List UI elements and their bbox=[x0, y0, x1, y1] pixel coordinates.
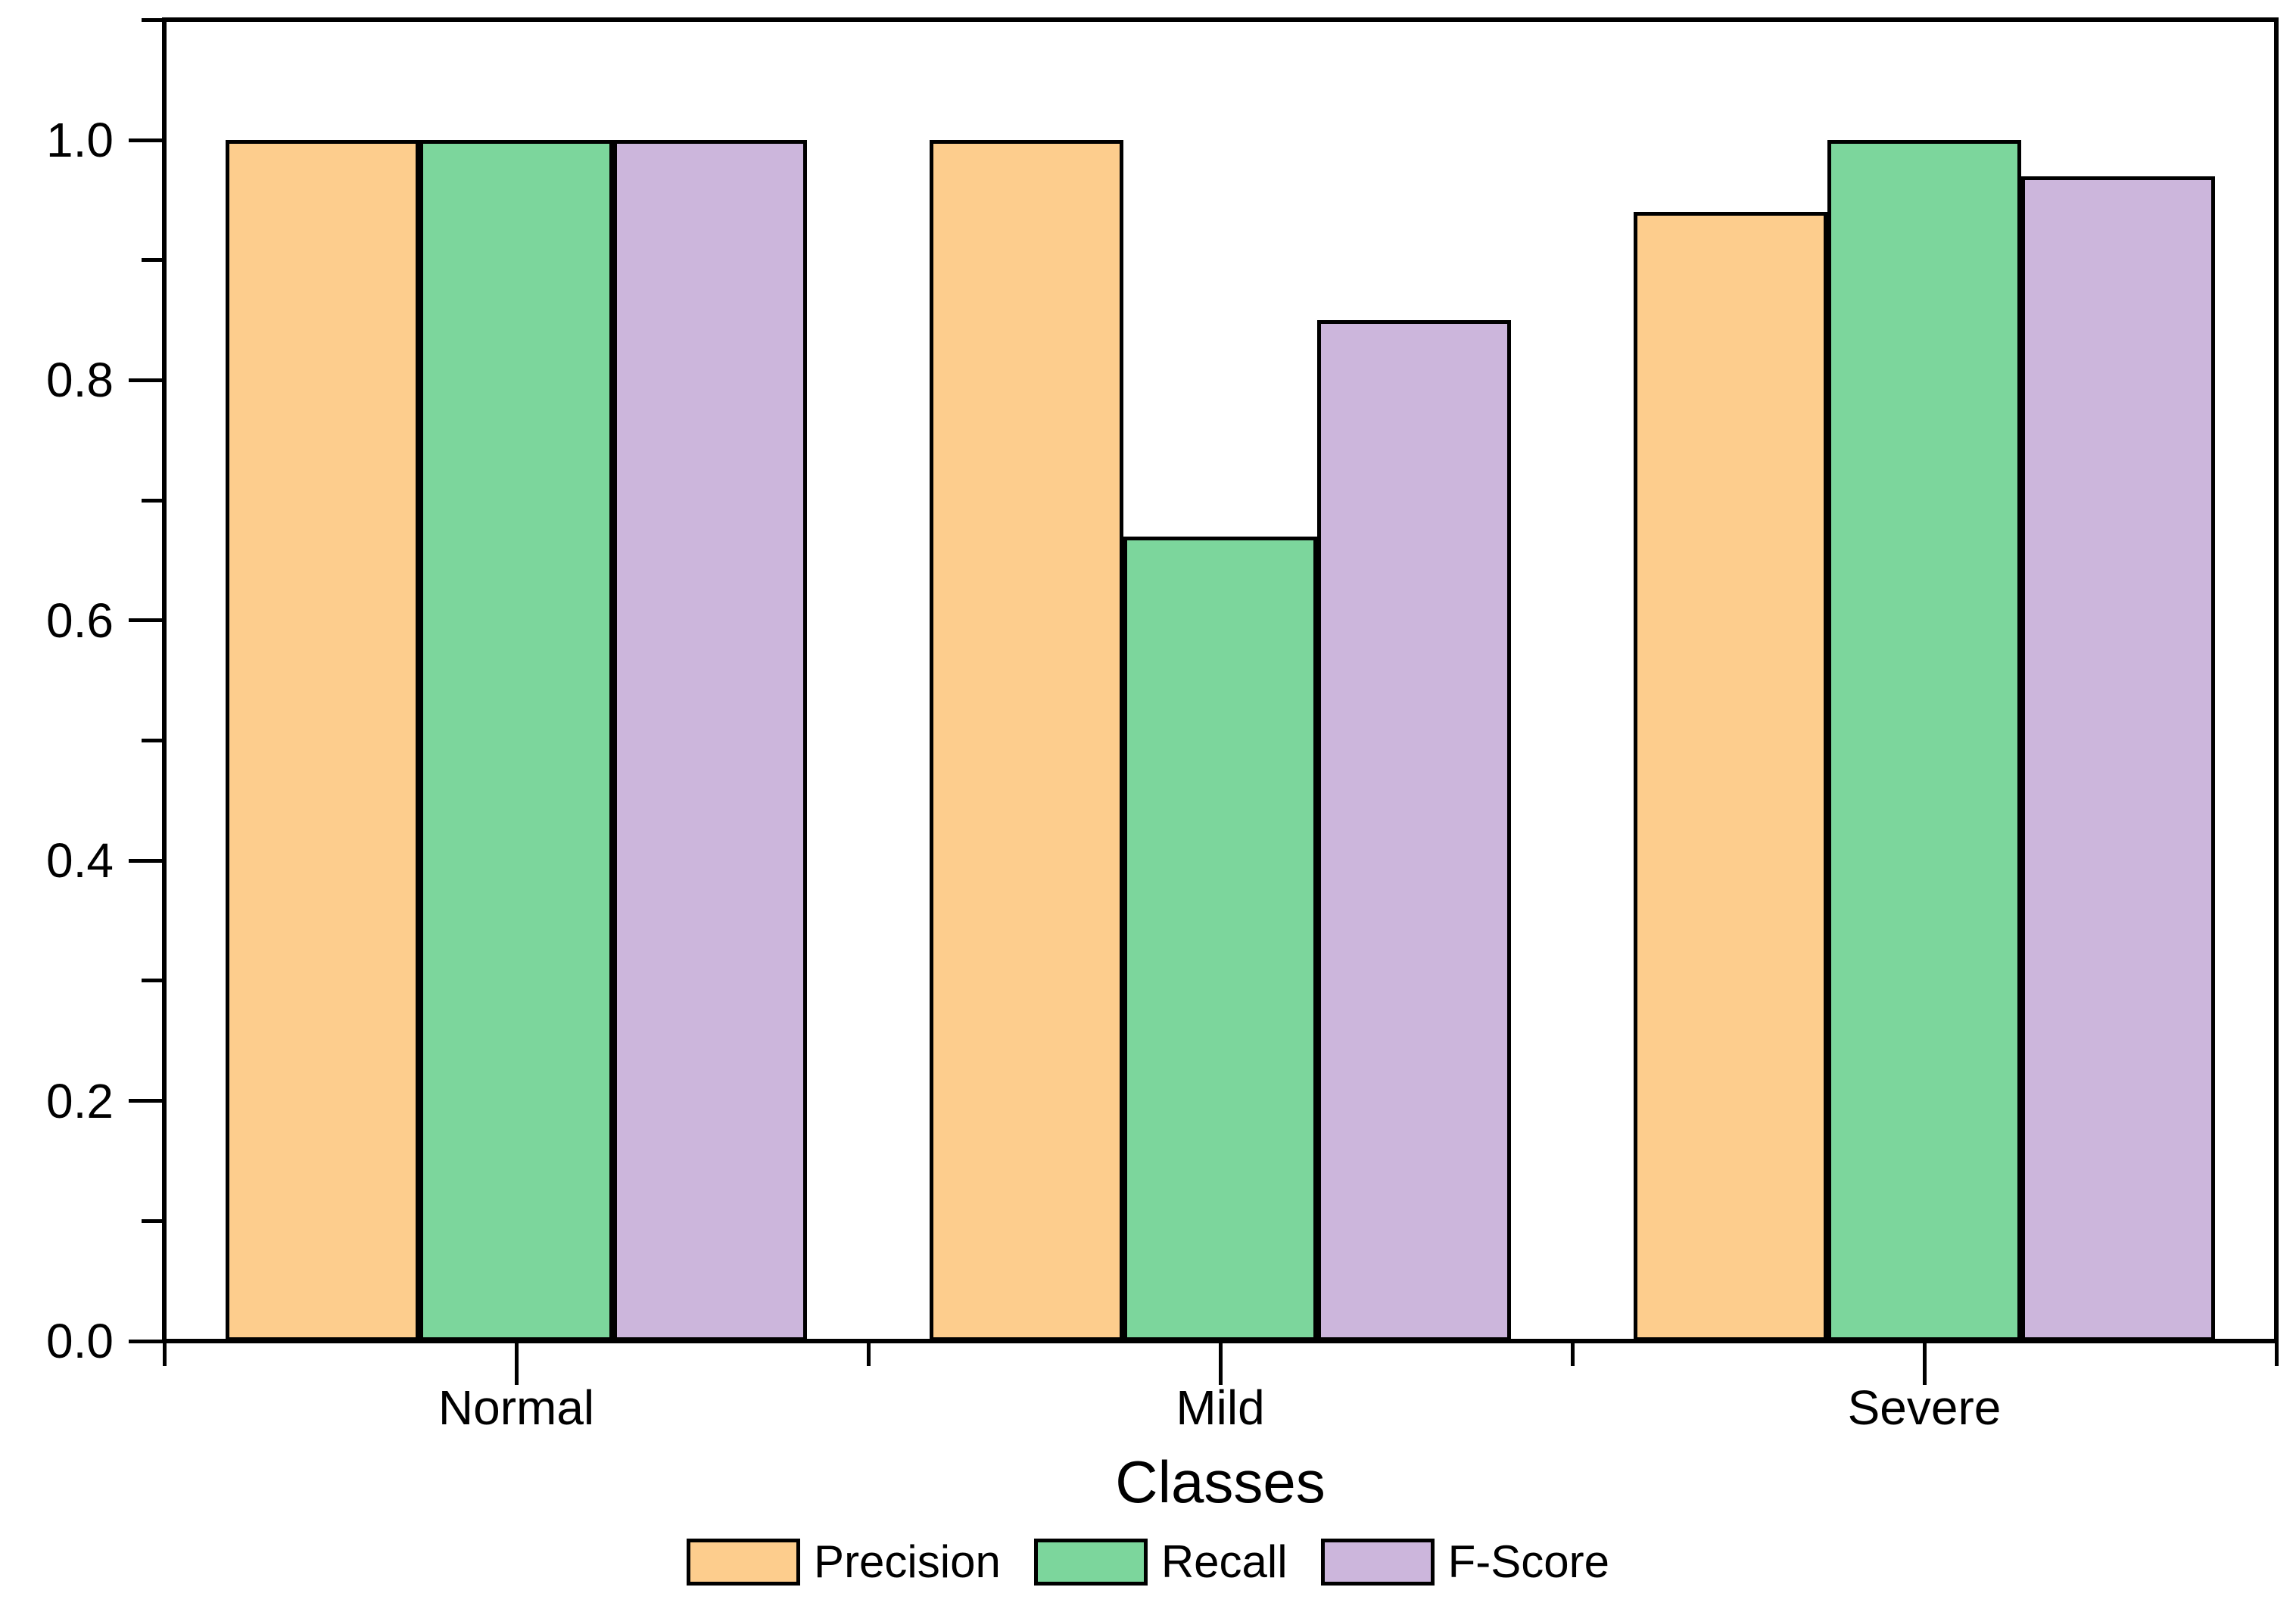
legend-swatch-recall bbox=[1033, 1539, 1148, 1586]
y-major-tick bbox=[129, 618, 164, 623]
x-major-tick bbox=[514, 1341, 519, 1385]
y-minor-tick bbox=[142, 258, 164, 263]
y-minor-tick bbox=[142, 739, 164, 742]
bar-f-score-normal bbox=[613, 140, 807, 1341]
y-major-tick bbox=[129, 1099, 164, 1103]
x-minor-tick bbox=[866, 1341, 871, 1366]
y-tick-label: 0.6 bbox=[46, 593, 114, 648]
legend-item-f-score: F-Score bbox=[1320, 1536, 1609, 1587]
legend-swatch-f-score bbox=[1320, 1539, 1435, 1586]
y-minor-tick bbox=[142, 979, 164, 983]
legend-swatch-precision bbox=[687, 1539, 801, 1586]
x-category-label-mild: Mild bbox=[1176, 1380, 1265, 1435]
bar-recall-normal bbox=[419, 140, 613, 1341]
x-axis-title: Classes bbox=[1115, 1449, 1326, 1515]
x-minor-tick bbox=[162, 1341, 167, 1366]
legend-label-f-score: F-Score bbox=[1447, 1536, 1609, 1587]
bar-recall-severe bbox=[1827, 140, 2021, 1341]
y-minor-tick bbox=[142, 17, 164, 22]
y-tick-label: 0.8 bbox=[46, 353, 114, 408]
y-major-tick bbox=[129, 138, 164, 142]
x-minor-tick bbox=[1570, 1341, 1575, 1366]
x-category-label-normal: Normal bbox=[438, 1380, 595, 1435]
x-major-tick bbox=[1922, 1341, 1927, 1385]
bar-recall-mild bbox=[1123, 536, 1317, 1341]
y-minor-tick bbox=[142, 1218, 164, 1223]
y-major-tick bbox=[129, 1339, 164, 1343]
x-category-label-severe: Severe bbox=[1847, 1380, 2002, 1435]
bar-f-score-mild bbox=[1317, 320, 1511, 1341]
legend-item-recall: Recall bbox=[1033, 1536, 1288, 1587]
bar-precision-normal bbox=[226, 140, 419, 1341]
bar-precision-severe bbox=[1634, 212, 1827, 1341]
x-major-tick bbox=[1218, 1341, 1223, 1385]
y-tick-label: 0.0 bbox=[46, 1314, 114, 1368]
bar-f-score-severe bbox=[2021, 176, 2215, 1341]
legend-label-recall: Recall bbox=[1160, 1536, 1288, 1587]
y-minor-tick bbox=[142, 498, 164, 503]
y-major-tick bbox=[129, 858, 164, 863]
x-minor-tick bbox=[2274, 1341, 2279, 1366]
legend: Precision Recall F-Score bbox=[0, 1538, 2296, 1586]
y-tick-label: 0.2 bbox=[46, 1073, 114, 1128]
y-major-tick bbox=[129, 378, 164, 382]
legend-label-precision: Precision bbox=[814, 1536, 1001, 1587]
bar-precision-mild bbox=[930, 140, 1123, 1341]
y-tick-label: 0.4 bbox=[46, 833, 114, 888]
legend-item-precision: Precision bbox=[687, 1538, 1001, 1586]
y-tick-label: 1.0 bbox=[46, 113, 114, 167]
